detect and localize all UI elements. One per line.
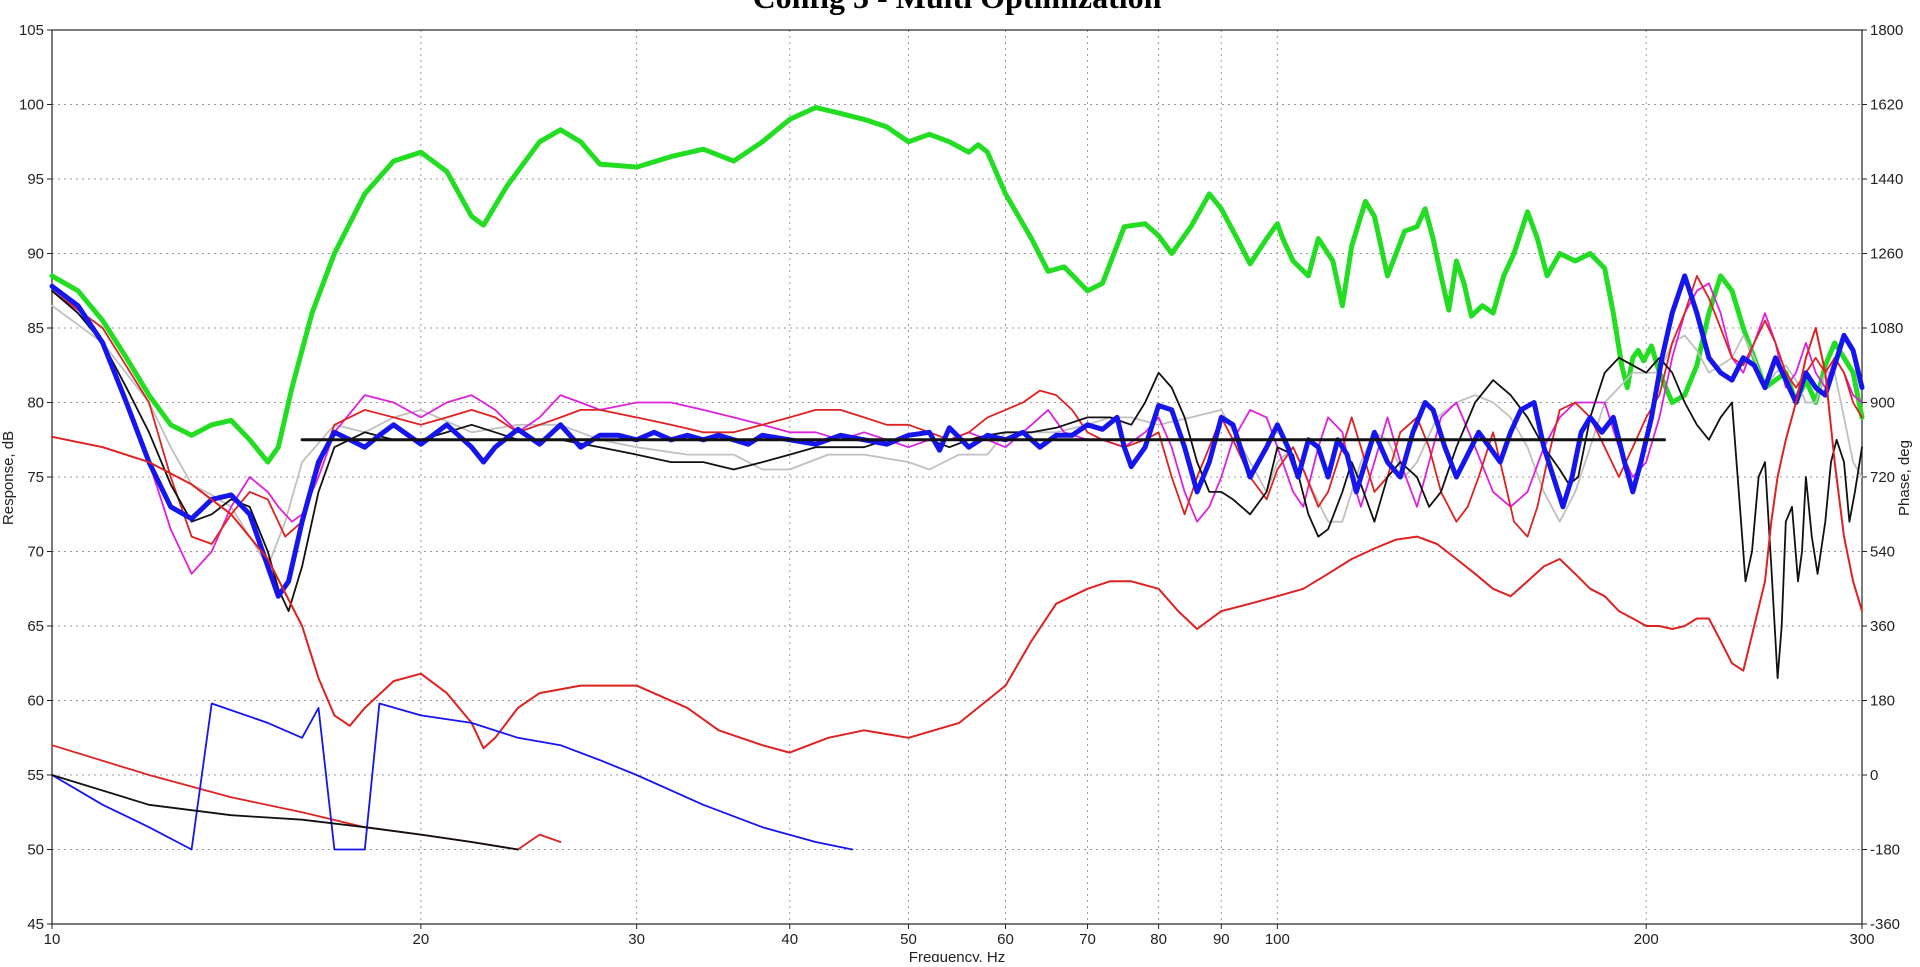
y-left-tick-label: 100 bbox=[19, 97, 44, 114]
series-line-4 bbox=[51, 274, 1863, 545]
y-axis-label-right: Phase, deg bbox=[1896, 440, 1913, 516]
series-line-6 bbox=[49, 273, 1865, 599]
y-right-tick-label: 1800 bbox=[1870, 22, 1903, 39]
y-right-tick-label: 1620 bbox=[1870, 97, 1903, 114]
series-layer bbox=[49, 105, 1865, 851]
x-tick-label: 30 bbox=[628, 931, 645, 948]
y-right-tick-label: -180 bbox=[1870, 842, 1900, 859]
series-line-10 bbox=[51, 702, 854, 851]
y-left-tick-label: 85 bbox=[27, 320, 44, 337]
y-right-tick-label: 540 bbox=[1870, 544, 1895, 561]
y-left-tick-label: 45 bbox=[27, 916, 44, 933]
y-right-tick-label: 0 bbox=[1870, 767, 1878, 784]
y-right-tick-label: -360 bbox=[1870, 916, 1900, 933]
y-left-tick-label: 50 bbox=[27, 842, 44, 859]
y-left-tick-label: 55 bbox=[27, 767, 44, 784]
y-left-tick-label: 105 bbox=[19, 22, 44, 39]
y-right-tick-label: 1440 bbox=[1870, 171, 1903, 188]
x-tick-label: 80 bbox=[1150, 931, 1167, 948]
series-line-3 bbox=[51, 282, 1863, 575]
grid-layer bbox=[52, 30, 1862, 924]
y-right-tick-label: 1260 bbox=[1870, 246, 1903, 263]
x-tick-label: 70 bbox=[1079, 931, 1096, 948]
x-tick-label: 40 bbox=[781, 931, 798, 948]
y-left-tick-label: 95 bbox=[27, 171, 44, 188]
y-right-tick-label: 720 bbox=[1870, 469, 1895, 486]
x-tick-label: 200 bbox=[1634, 931, 1659, 948]
y-left-tick-label: 65 bbox=[27, 618, 44, 635]
x-tick-label: 60 bbox=[997, 931, 1014, 948]
chart-title: Config 5 - Multi Optimization bbox=[753, 0, 1162, 15]
y-axis-label-left: Response, dB bbox=[0, 431, 17, 525]
y-right-tick-label: 1080 bbox=[1870, 320, 1903, 337]
x-tick-label: 20 bbox=[413, 931, 430, 948]
y-right-tick-label: 180 bbox=[1870, 693, 1895, 710]
x-tick-label: 90 bbox=[1213, 931, 1230, 948]
series-line-9 bbox=[51, 744, 562, 851]
x-tick-label: 100 bbox=[1265, 931, 1290, 948]
y-left-tick-label: 80 bbox=[27, 395, 44, 412]
tick-layer: 1051009590858075706560555045180016201440… bbox=[19, 22, 1903, 948]
y-right-tick-label: 900 bbox=[1870, 395, 1895, 412]
series-line-1 bbox=[49, 105, 1865, 465]
x-tick-label: 50 bbox=[900, 931, 917, 948]
series-line-8 bbox=[51, 327, 1863, 754]
y-left-tick-label: 70 bbox=[27, 544, 44, 561]
y-left-tick-label: 60 bbox=[27, 693, 44, 710]
x-tick-label: 10 bbox=[44, 931, 61, 948]
y-left-tick-label: 75 bbox=[27, 469, 44, 486]
y-right-tick-label: 360 bbox=[1870, 618, 1895, 635]
series-line-11 bbox=[51, 774, 519, 851]
x-axis-label: Frequency, Hz bbox=[909, 949, 1005, 962]
x-tick-label: 300 bbox=[1849, 931, 1874, 948]
series-line-5 bbox=[51, 289, 1863, 679]
y-left-tick-label: 90 bbox=[27, 246, 44, 263]
